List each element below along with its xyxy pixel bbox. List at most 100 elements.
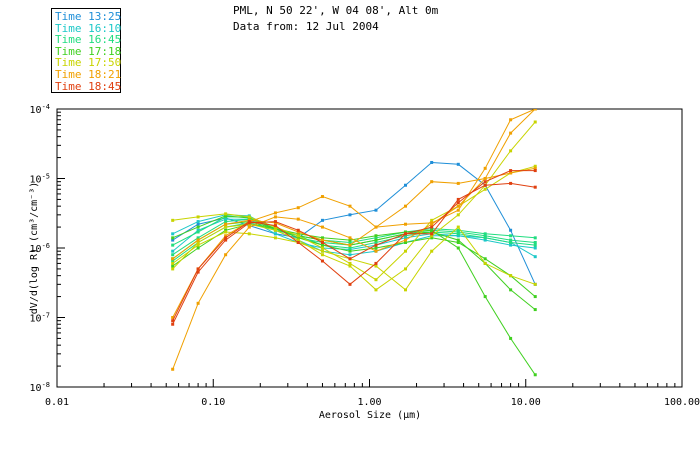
legend-entry: Time 18:45: [55, 79, 122, 93]
data-point: [171, 249, 175, 253]
data-point: [430, 227, 434, 231]
data-point: [404, 232, 408, 236]
data-point: [509, 171, 513, 175]
data-point: [374, 240, 378, 244]
x-tick-label: 10.00: [511, 397, 541, 408]
data-point: [533, 246, 537, 250]
data-point: [533, 282, 537, 286]
data-point: [196, 220, 200, 224]
data-point: [273, 220, 277, 224]
data-point: [483, 180, 487, 184]
data-point: [404, 183, 408, 187]
data-point: [196, 228, 200, 232]
data-point: [456, 208, 460, 212]
y-tick-label: 10-4: [30, 103, 50, 116]
data-point: [456, 228, 460, 232]
legend-entry: Time 16:45: [55, 33, 122, 47]
data-point: [430, 236, 434, 240]
data-point: [483, 257, 487, 261]
data-point: [404, 204, 408, 208]
data-point: [374, 238, 378, 242]
data-point: [224, 214, 228, 218]
data-point: [296, 206, 300, 210]
data-point: [456, 238, 460, 242]
series-line: [172, 182, 536, 321]
data-point: [374, 264, 378, 268]
data-point: [348, 253, 352, 257]
data-point: [533, 308, 537, 312]
series-layer: [171, 109, 537, 377]
data-point: [456, 240, 460, 244]
data-point: [374, 278, 378, 282]
data-point: [224, 234, 228, 238]
data-point: [374, 249, 378, 253]
data-point: [456, 181, 460, 185]
data-point: [196, 225, 200, 229]
data-point: [348, 213, 352, 217]
data-point: [348, 204, 352, 208]
data-point: [224, 222, 228, 226]
data-point: [348, 261, 352, 265]
data-point: [404, 236, 408, 240]
data-point: [273, 232, 277, 236]
data-point: [374, 234, 378, 238]
data-point: [456, 246, 460, 250]
data-point: [483, 238, 487, 242]
data-point: [456, 213, 460, 217]
y-tick-label: 10-6: [30, 242, 50, 255]
data-point: [533, 169, 537, 173]
data-point: [509, 234, 513, 238]
data-point: [273, 211, 277, 215]
data-point: [456, 225, 460, 229]
data-point: [320, 236, 324, 240]
data-point: [196, 270, 200, 274]
data-point: [296, 230, 300, 234]
data-point: [430, 160, 434, 164]
legend: Time 13:25 Time 16:10 Time 16:45 Time 17:18…: [51, 8, 121, 93]
data-point: [509, 149, 513, 153]
data-point: [296, 232, 300, 236]
data-point: [374, 261, 378, 265]
data-point: [224, 238, 228, 242]
data-point: [247, 215, 251, 219]
data-point: [533, 166, 537, 170]
data-point: [171, 257, 175, 261]
data-point: [348, 240, 352, 244]
data-point: [196, 222, 200, 226]
legend-entry: Time 17:50: [55, 56, 122, 70]
data-point: [533, 295, 537, 299]
data-point: [483, 183, 487, 187]
data-point: [404, 267, 408, 271]
data-point: [196, 236, 200, 240]
data-point: [430, 232, 434, 236]
data-point: [171, 316, 175, 319]
data-point: [509, 240, 513, 244]
data-point: [456, 201, 460, 205]
data-point: [483, 232, 487, 236]
data-point: [533, 255, 537, 259]
data-point: [196, 243, 200, 247]
data-point: [348, 238, 352, 242]
data-point: [171, 238, 175, 242]
data-point: [247, 220, 251, 224]
data-point: [171, 243, 175, 247]
data-point: [171, 259, 175, 263]
data-point: [171, 232, 175, 236]
data-point: [533, 373, 537, 377]
data-point: [296, 236, 300, 240]
data-point: [320, 259, 324, 263]
data-point: [348, 248, 352, 252]
data-point: [456, 234, 460, 238]
data-point: [320, 253, 324, 257]
data-point: [296, 240, 300, 244]
data-point: [404, 240, 408, 244]
data-point: [320, 243, 324, 247]
data-point: [224, 212, 228, 216]
data-point: [171, 236, 175, 240]
data-point: [404, 234, 408, 238]
x-tick-label: 0.10: [201, 397, 225, 408]
data-point: [247, 225, 251, 229]
data-point: [224, 220, 228, 224]
data-point: [348, 282, 352, 286]
data-point: [320, 249, 324, 253]
